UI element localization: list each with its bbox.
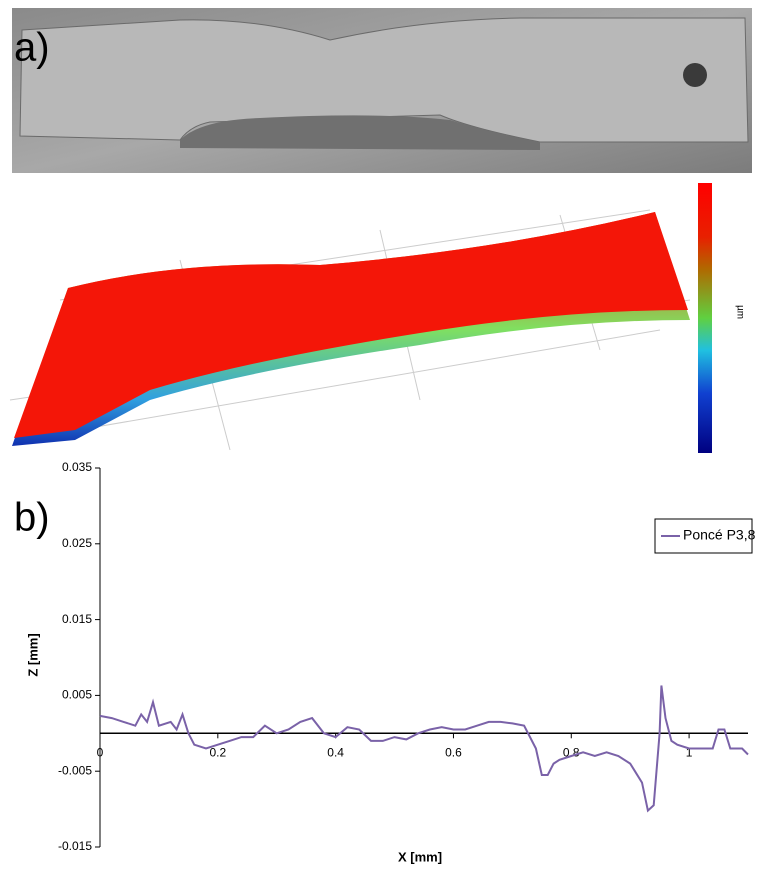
- line-chart: 0.035 0.025 0.015 0.005 -0.005 -0.015 0 0.2 0.4 0…: [25, 460, 755, 864]
- x-tick-label: 0.4: [327, 745, 344, 759]
- x-tick-label: 0.6: [445, 745, 462, 759]
- panel-label: b): [14, 496, 50, 540]
- x-tick-label: 0.2: [209, 745, 226, 759]
- x-tick-label: 0: [97, 745, 104, 759]
- x-tick-label: 1: [686, 745, 693, 759]
- y-tick-label: 0.025: [62, 536, 92, 550]
- photo: a): [12, 8, 752, 173]
- y-tick-label: -0.015: [58, 839, 92, 853]
- colorbar-unit: µm: [734, 305, 745, 319]
- y-tick-label: 0.015: [62, 612, 92, 626]
- x-axis-label: X [mm]: [398, 849, 442, 864]
- surface-3d: [9, 209, 691, 451]
- series-line: [99, 685, 749, 813]
- y-axis-label: Z [mm]: [25, 633, 40, 676]
- x-tick-label: 0.8: [563, 745, 580, 759]
- colorbar: µm: [698, 183, 745, 453]
- panel-label: a): [14, 26, 50, 70]
- y-tick-label: 0.005: [62, 688, 92, 702]
- legend-label: Poncé P3,8: [683, 527, 756, 543]
- y-tick-label: 0.035: [62, 460, 92, 474]
- y-tick-label: -0.005: [58, 763, 92, 777]
